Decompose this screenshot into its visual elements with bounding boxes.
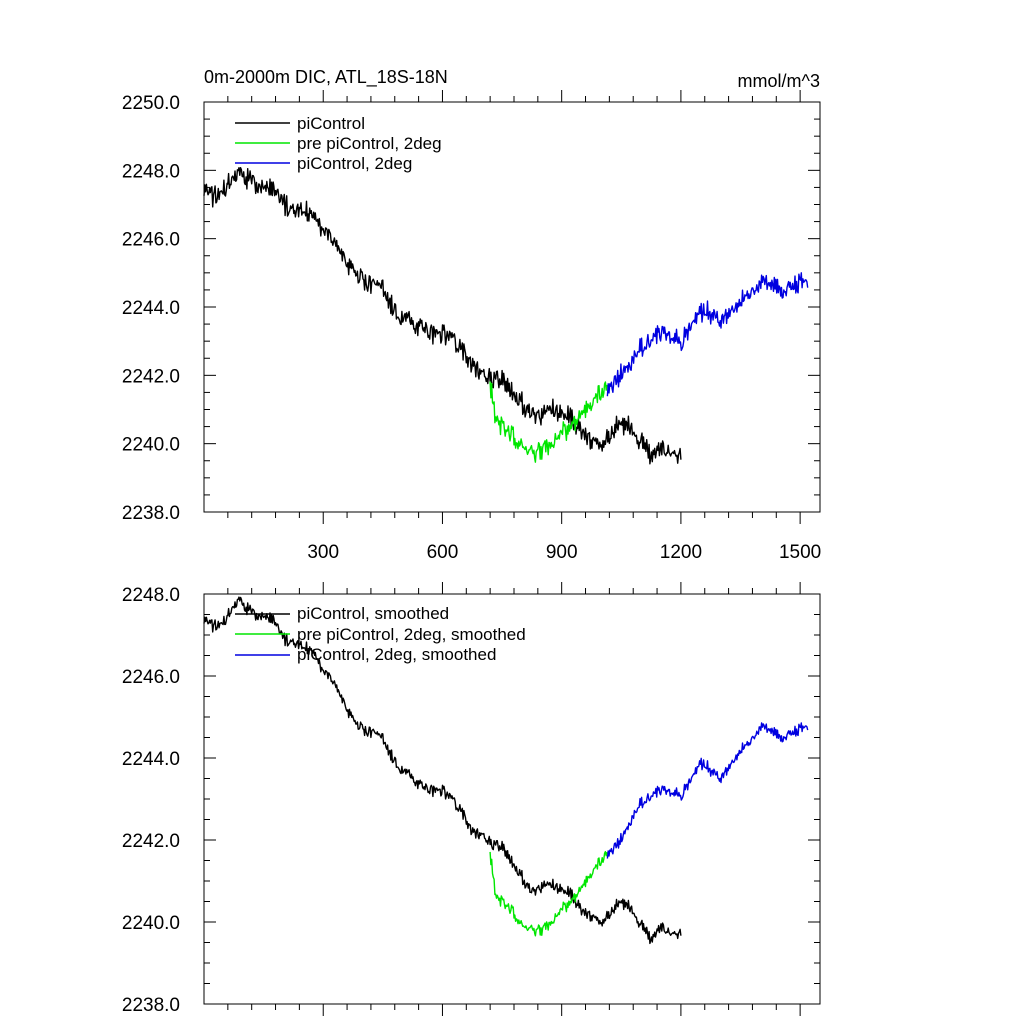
- bottom-panel: 2238.0 2240.0 2242.0 2244.0 2246.0 2248.0 piC…: [122, 582, 821, 1016]
- bottom-legend: piControl, smoothed pre piControl, 2deg,…: [235, 604, 526, 664]
- series-line-piControl: [203, 166, 682, 465]
- x-tick-label: 600: [427, 542, 459, 563]
- y-tick-label: 2242.0: [122, 366, 180, 387]
- legend-label-2deg: piControl, 2deg: [297, 154, 412, 173]
- x-tick-label: 900: [546, 542, 578, 563]
- series-line-pre: [489, 381, 608, 463]
- top-ticks: 2238.0 2240.0 2242.0 2244.0 2246.0 2248.0 2250…: [122, 90, 821, 563]
- y-tick-label: 2238.0: [122, 995, 180, 1016]
- bottom-series: [203, 596, 809, 945]
- y-tick-label: 2246.0: [122, 667, 180, 688]
- series-line-pre: [489, 850, 608, 937]
- legend-label-pre-smoothed: pre piControl, 2deg, smoothed: [297, 625, 526, 644]
- top-panel: 0m-2000m DIC, ATL_18S-18N mmol/m^3 2238.…: [122, 67, 821, 563]
- legend-label-picontrol-smoothed: piControl, smoothed: [297, 604, 449, 623]
- x-tick-label: 300: [307, 542, 339, 563]
- y-tick-label: 2244.0: [122, 749, 180, 770]
- top-legend: piControl pre piControl, 2deg piControl,…: [235, 114, 442, 173]
- y-tick-label: 2238.0: [122, 503, 180, 524]
- legend-label-pre: pre piControl, 2deg: [297, 134, 442, 153]
- series-line-twodeg: [606, 272, 809, 397]
- y-tick-label: 2250.0: [122, 93, 180, 114]
- top-series: [203, 166, 809, 465]
- y-tick-label: 2240.0: [122, 913, 180, 934]
- y-tick-label: 2242.0: [122, 831, 180, 852]
- x-tick-label: 1200: [660, 542, 702, 563]
- top-chart-title: 0m-2000m DIC, ATL_18S-18N: [204, 67, 448, 88]
- x-tick-label: 1500: [779, 542, 821, 563]
- y-tick-label: 2244.0: [122, 298, 180, 319]
- legend-label-picontrol: piControl: [297, 114, 365, 133]
- y-tick-label: 2248.0: [122, 585, 180, 606]
- series-line-piControl: [203, 596, 682, 945]
- series-line-twodeg: [606, 722, 809, 859]
- y-tick-label: 2248.0: [122, 161, 180, 182]
- bottom-ticks: 2238.0 2240.0 2242.0 2244.0 2246.0 2248.0: [122, 582, 820, 1016]
- y-tick-label: 2246.0: [122, 230, 180, 251]
- top-chart-units: mmol/m^3: [738, 71, 820, 91]
- y-tick-label: 2240.0: [122, 435, 180, 456]
- legend-label-2deg-smoothed: piControl, 2deg, smoothed: [297, 645, 496, 664]
